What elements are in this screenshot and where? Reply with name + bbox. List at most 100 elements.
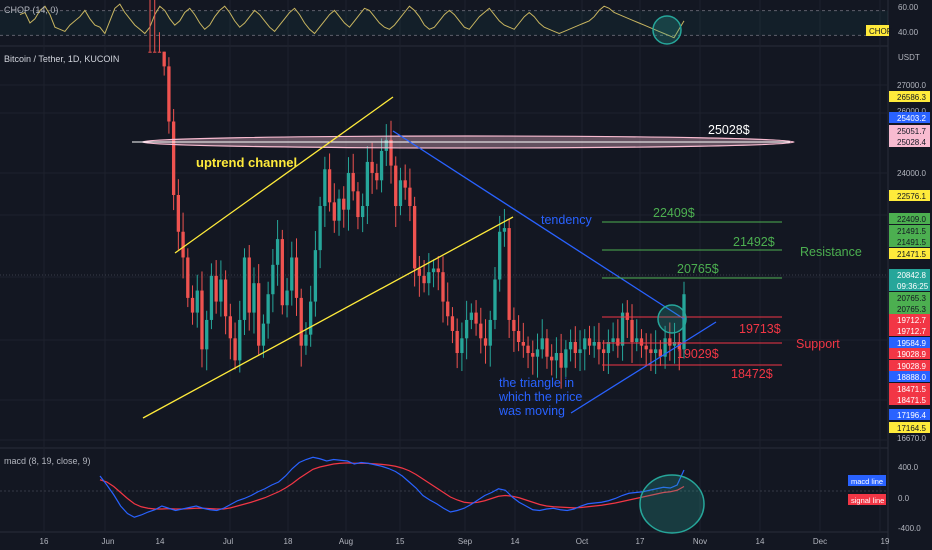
time-axis[interactable]: 16 Jun 14 Jul 18 Aug 15 Sep 14 Oct 17 Nov 14 Dec 19 — [40, 537, 890, 546]
candle-body — [668, 338, 672, 346]
candle-body — [403, 180, 407, 188]
candle-body — [370, 161, 374, 173]
candle-body — [639, 338, 644, 346]
candle-body — [318, 206, 322, 251]
price-tick-label: 16670.0 — [897, 434, 926, 443]
price-tag-label: 22409.0 — [897, 215, 926, 224]
price-tag-label: 21471.5 — [897, 250, 926, 259]
time-tick-label: 14 — [156, 537, 165, 546]
candle-body — [176, 194, 181, 232]
candle-body — [611, 338, 615, 342]
candle-body — [516, 330, 521, 342]
price-tag — [889, 371, 930, 382]
candle-body — [502, 228, 507, 232]
support-label: Support — [796, 337, 840, 351]
signal-line — [99, 462, 685, 510]
chop-circle — [652, 15, 682, 45]
candle-body — [550, 356, 554, 361]
candle-body — [554, 353, 559, 361]
candle-body — [469, 312, 473, 320]
candle-body — [540, 338, 544, 350]
candle-body — [247, 257, 251, 313]
price-tag — [889, 125, 930, 136]
macd-indicator-title[interactable]: macd (8, 19, close, 9) — [4, 456, 91, 466]
candle-body — [257, 283, 261, 346]
level-20765-label: 20765$ — [677, 262, 719, 276]
time-tick-label: 14 — [511, 537, 520, 546]
resistance-label: Resistance — [800, 245, 862, 259]
candle-body — [493, 279, 497, 320]
price-tag — [889, 348, 930, 359]
time-tick-label: 16 — [40, 537, 49, 546]
price-tag-label: 25403.2 — [897, 114, 926, 123]
channel-lower-line — [142, 216, 514, 419]
symbol-title[interactable]: Bitcoin / Tether, 1D, KUCOIN — [4, 54, 119, 64]
price-axis[interactable]: 27000.026000.024000.023000.017000.016670… — [848, 3, 930, 533]
candle-body — [625, 312, 629, 320]
candle-body — [346, 172, 351, 210]
candle-body — [616, 338, 620, 346]
price-tag — [889, 303, 930, 314]
candle-body — [219, 279, 223, 302]
candle-body — [394, 165, 398, 207]
price-tag — [889, 269, 930, 280]
candle-body — [526, 345, 530, 354]
price-tag-label: 19584.9 — [897, 339, 926, 348]
candle-body — [630, 319, 634, 342]
candle-body — [375, 172, 379, 181]
candle-body — [545, 338, 549, 357]
candle-body — [190, 297, 195, 313]
candle-body — [606, 341, 611, 354]
candle-body — [167, 66, 171, 122]
candle-body — [597, 341, 601, 350]
candle-body — [408, 187, 412, 207]
price-tag-label: 19028.9 — [897, 362, 926, 371]
macd-legend-label: signal line — [851, 496, 884, 505]
candle-body — [564, 349, 568, 368]
candle-body — [672, 341, 677, 346]
price-tag — [889, 360, 930, 371]
macd-tick-label: -400.0 — [898, 524, 921, 533]
tendency-label: tendency — [541, 213, 592, 227]
candle-body — [573, 341, 577, 354]
candle-body — [460, 338, 464, 354]
chop-indicator-title[interactable]: CHOP (14, 0) — [4, 5, 58, 15]
price-tag-label: 21491.5 — [897, 238, 926, 247]
candle-body — [214, 275, 218, 302]
macd-legend-tag — [848, 475, 886, 486]
price-tag — [889, 190, 930, 201]
price-tag-label: 22576.1 — [897, 192, 926, 201]
candle-body — [531, 353, 535, 357]
candle-body — [412, 206, 417, 269]
price-tag — [889, 292, 930, 303]
price-tick-label: 27000.0 — [897, 81, 926, 90]
price-tag-label: 17196.4 — [897, 411, 926, 420]
time-tick-label: Jun — [102, 537, 115, 546]
price-tag — [889, 213, 930, 224]
triangle-lower-line — [570, 321, 717, 414]
price-tag — [889, 248, 930, 259]
candle-body — [304, 334, 308, 346]
candle-body — [450, 316, 455, 331]
candle-body — [620, 312, 625, 346]
level-19029-label: 19029$ — [677, 347, 719, 361]
candle-body — [379, 150, 384, 181]
candle-body — [157, 51, 162, 53]
triangle-label-line2: which the price — [498, 390, 582, 404]
candle-body — [663, 338, 667, 357]
candle-body — [583, 338, 587, 350]
macd-tick-label: 400.0 — [898, 463, 919, 472]
macd-pane — [0, 456, 888, 518]
candle-body — [592, 341, 596, 346]
candle-body — [309, 301, 313, 335]
candle-body — [195, 290, 199, 313]
macd-tick-label: 0.0 — [898, 494, 910, 503]
level-18472-label: 18472$ — [731, 367, 773, 381]
chop-tick-label: 40.00 — [898, 28, 919, 37]
candle-body — [209, 275, 214, 320]
price-tag-label: 19712.7 — [897, 316, 926, 325]
price-tick-label: 24000.0 — [897, 169, 926, 178]
candle-body — [280, 239, 284, 306]
candle-body — [299, 297, 303, 346]
